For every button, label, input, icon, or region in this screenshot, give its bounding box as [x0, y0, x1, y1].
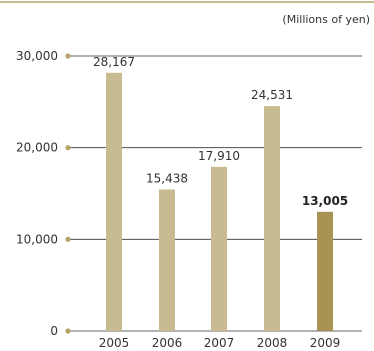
y-tick-dot	[65, 328, 71, 334]
value-label-2005: 28,167	[93, 55, 135, 69]
y-tick-dot	[65, 236, 71, 242]
bar-2008	[264, 106, 280, 331]
unit-label: (Millions of yen)	[282, 13, 370, 26]
y-tick-label: 0	[50, 324, 58, 338]
bar-2005	[106, 72, 122, 332]
bar-2006	[159, 189, 175, 331]
value-label-2008: 24,531	[251, 88, 293, 102]
category-label-2006: 2006	[152, 336, 183, 350]
category-label-2005: 2005	[99, 336, 130, 350]
y-tick-dot	[65, 53, 71, 59]
value-labels: 28,167 15,438 17,910 24,531 13,005	[93, 55, 348, 208]
y-tick-dot	[65, 145, 71, 151]
value-label-2009: 13,005	[302, 194, 348, 208]
y-tick-label: 10,000	[16, 232, 58, 246]
bar-2007	[211, 166, 227, 331]
value-label-2006: 15,438	[146, 171, 188, 185]
category-label-2007: 2007	[204, 336, 235, 350]
category-label-2008: 2008	[257, 336, 288, 350]
category-label-2009: 2009	[310, 336, 341, 350]
value-label-2007: 17,910	[198, 149, 240, 163]
x-axis-categories: 2005 2006 2007 2008 2009	[99, 336, 341, 350]
y-axis-ticks: 0 10,000 20,000 30,000	[16, 49, 71, 338]
bars	[106, 72, 333, 332]
bar-2009	[317, 211, 333, 331]
y-tick-label: 20,000	[16, 141, 58, 155]
y-tick-label: 30,000	[16, 49, 58, 63]
